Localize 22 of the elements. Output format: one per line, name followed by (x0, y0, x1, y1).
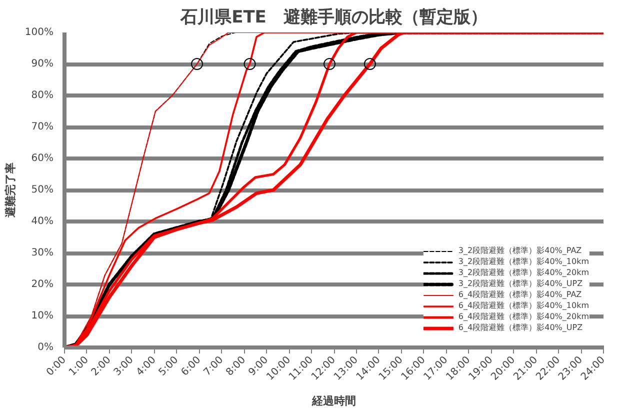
y-tick-label: 100% (24, 27, 54, 38)
y-tick-label: 70% (31, 122, 54, 132)
legend-label: 3_2段階避難（標準）影40%_UPZ (458, 278, 583, 289)
y-axis-title: 避難完了率 (4, 162, 17, 218)
legend-label: 6_4段階避難（標準）影40%_20km (458, 311, 589, 322)
y-tick-label: 60% (31, 153, 54, 164)
chart-title: 石川県ETE 避難手順の比較（暫定版） (180, 8, 488, 28)
legend-label: 3_2段階避難（標準）影40%_PAZ (458, 245, 582, 256)
y-tick-label: 20% (31, 279, 54, 290)
y-tick-label: 10% (31, 310, 54, 322)
y-tick-label: 0% (38, 342, 54, 353)
legend-label: 6_4段階避難（標準）影40%_10km (458, 300, 589, 311)
legend-label: 6_4段階避難（標準）影40%_PAZ (458, 289, 582, 300)
x-axis-title: 経過時間 (311, 394, 356, 408)
y-tick-label: 80% (31, 90, 54, 101)
y-tick-label: 90% (31, 58, 54, 70)
legend-label: 6_4段階避難（標準）影40%_UPZ (458, 322, 583, 333)
y-tick-label: 30% (31, 248, 54, 258)
y-tick-label: 40% (31, 216, 54, 227)
legend-label: 3_2段階避難（標準）影40%_20km (458, 267, 589, 278)
y-tick-label: 50% (31, 184, 54, 196)
legend-label: 3_2段階避難（標準）影40%_10km (458, 256, 589, 267)
